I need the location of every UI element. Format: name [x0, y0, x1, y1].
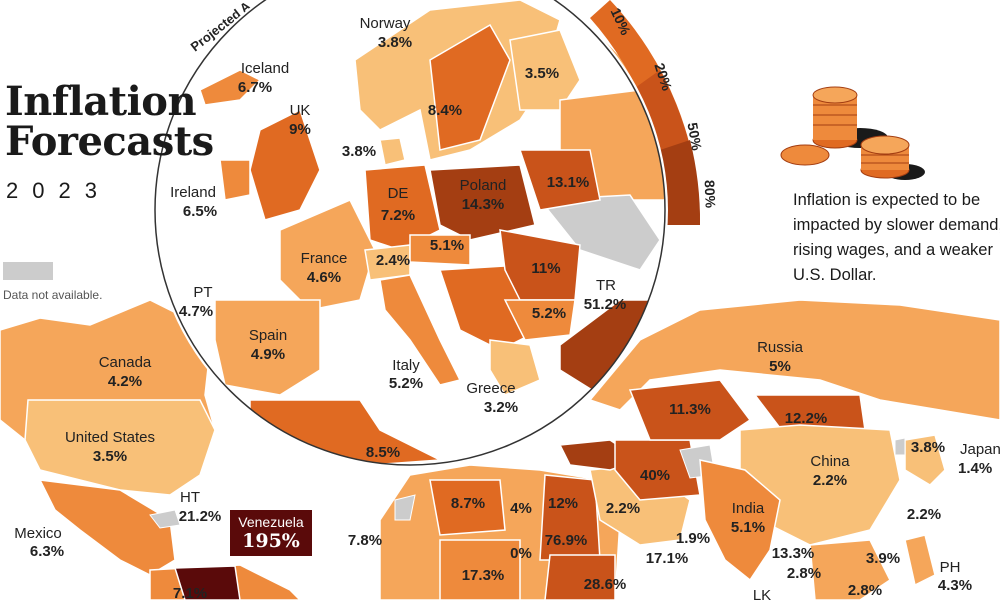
world-landmasses	[0, 299, 1000, 600]
venezuela-name: Venezuela	[238, 514, 304, 530]
label-myanmar-value: 2.8%	[787, 565, 821, 582]
label-niger-value: 8.7%	[451, 495, 485, 512]
label-taiwan-value: 2.2%	[907, 506, 941, 523]
label-czechia-value: 5.1%	[430, 237, 464, 254]
label-canada-value: 4.2%	[108, 373, 142, 390]
label-kazakhstan-value: 11.3%	[669, 401, 711, 418]
label-us-value: 3.5%	[93, 448, 127, 465]
label-iceland-name: Iceland	[241, 60, 289, 77]
year-subtitle: 2023	[6, 178, 111, 203]
label-ht-name: HT	[180, 489, 200, 506]
label-china-value: 2.2%	[813, 472, 847, 489]
label-oman-value: 1.9%	[676, 530, 710, 547]
label-korea-value: 3.8%	[911, 439, 945, 456]
label-thailand-value: 2.8%	[848, 582, 882, 599]
label-de-name: DE	[388, 185, 409, 202]
label-vietnam-value: 3.9%	[866, 550, 900, 567]
label-india-value: 5.1%	[731, 519, 765, 536]
label-japan-name: Japan	[960, 441, 1000, 458]
not-available-swatch	[3, 262, 53, 280]
label-egypt-value: 12%	[548, 495, 578, 512]
label-romania-value: 11%	[531, 260, 560, 277]
label-canada-name: Canada	[99, 354, 152, 371]
page-title: Inflation Forecasts	[5, 82, 214, 162]
venezuela-value: 195%	[242, 530, 300, 552]
label-ph-name: PH	[940, 559, 961, 576]
label-de-value: 7.2%	[381, 207, 415, 224]
title-line-1: Inflation	[5, 78, 197, 125]
label-tr-name: TR	[596, 277, 616, 294]
label-japan-value: 1.4%	[958, 460, 992, 477]
label-iran-value: 40%	[640, 467, 670, 484]
not-available-label: Data not available.	[3, 288, 103, 302]
label-russia-value: 5%	[769, 358, 791, 375]
legend-tick-50: 50%	[684, 121, 705, 152]
world-labels: Canada 4.2% United States 3.5% Mexico 6.…	[14, 339, 1000, 600]
label-pt-value: 4.7%	[179, 303, 213, 320]
label-ph-value: 4.3%	[938, 577, 972, 594]
label-mexico-name: Mexico	[14, 525, 62, 542]
label-cuba-value: 7.8%	[348, 532, 382, 549]
label-ireland-value: 6.5%	[183, 203, 217, 220]
label-italy-value: 5.2%	[389, 375, 423, 392]
label-bangladesh-value: 13.3%	[772, 545, 815, 562]
label-lk-name: LK	[753, 587, 771, 600]
venezuela-callout: Venezuela 195%	[230, 510, 312, 556]
label-norway-name: Norway	[360, 15, 411, 32]
label-uk-value: 9%	[289, 121, 311, 138]
label-norway-value: 3.8%	[378, 34, 412, 51]
coins-icon	[780, 86, 925, 180]
label-france-name: France	[301, 250, 348, 267]
label-greece-value: 3.2%	[484, 399, 518, 416]
label-belarus-value: 13.1%	[547, 174, 590, 191]
label-uk-name: UK	[290, 102, 311, 119]
label-finland-value: 3.5%	[525, 65, 559, 82]
label-ethiopia-value: 28.6%	[584, 576, 627, 593]
label-france-value: 4.6%	[307, 269, 341, 286]
label-russia-name: Russia	[757, 339, 804, 356]
legend-tick-80: 80%	[702, 180, 719, 209]
label-us-name: United States	[65, 429, 155, 446]
europe-landmasses	[199, 0, 665, 465]
label-bulgaria-value: 5.2%	[532, 305, 566, 322]
inflation-note: Inflation is expected to be impacted by …	[793, 191, 1000, 284]
label-greece-name: Greece	[466, 380, 515, 397]
label-sudan-value: 76.9%	[545, 532, 588, 549]
label-chad-value: 4%	[510, 500, 532, 517]
label-colombia-value: 7.1%	[173, 585, 207, 600]
label-spain-name: Spain	[249, 327, 287, 344]
label-nigeria-value: 17.3%	[462, 567, 505, 584]
label-mexico-value: 6.3%	[30, 543, 64, 560]
label-saudi-value: 2.2%	[606, 500, 640, 517]
label-poland-name: Poland	[460, 177, 507, 194]
label-spain-value: 4.9%	[251, 346, 285, 363]
label-india-name: India	[732, 500, 765, 517]
label-iceland-value: 6.7%	[238, 79, 272, 96]
label-mongolia-value: 12.2%	[785, 410, 828, 427]
label-pt-name: PT	[193, 284, 212, 301]
label-denmark-value: 3.8%	[342, 143, 376, 160]
label-poland-value: 14.3%	[462, 196, 505, 213]
label-sweden-value: 8.4%	[428, 102, 462, 119]
label-car-value: 0%	[510, 545, 532, 562]
label-tr-value: 51.2%	[584, 296, 627, 313]
label-switzerland-value: 2.4%	[376, 252, 410, 269]
title-line-2: Forecasts	[5, 118, 214, 165]
label-china-name: China	[810, 453, 850, 470]
label-ht-value: 21.2%	[179, 508, 222, 525]
label-yemen-value: 17.1%	[646, 550, 689, 567]
label-algeria-value: 8.5%	[366, 444, 400, 461]
label-ireland-name: Ireland	[170, 184, 216, 201]
label-italy-name: Italy	[392, 357, 420, 374]
europe-labels: Norway 3.8% Iceland 6.7% UK 9% Ireland 6…	[170, 15, 626, 461]
